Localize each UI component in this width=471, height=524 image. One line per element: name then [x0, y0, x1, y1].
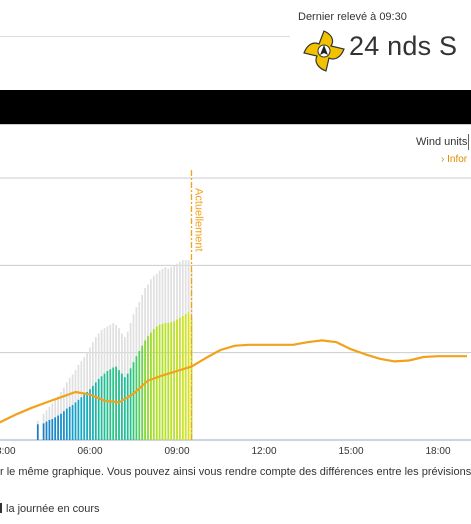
current-wind-value: 24 nds S: [349, 31, 458, 61]
wind-bar: [71, 405, 74, 440]
wind-bar: [94, 382, 97, 440]
wind-bar: [135, 356, 138, 440]
wind-bar: [48, 419, 51, 440]
x-tick-label: 03:00: [0, 446, 16, 457]
wind-bar: [103, 373, 106, 440]
wind-bar: [123, 377, 126, 440]
info-link[interactable]: › Infor: [441, 154, 468, 165]
wind-bars: [36, 312, 193, 440]
chart-grid: [0, 177, 471, 441]
wind-bar: [68, 406, 71, 440]
wind-bar: [129, 368, 132, 440]
legend-item-current-day: la journée en cours: [0, 503, 100, 515]
wind-bar: [181, 315, 184, 440]
wind-bar: [150, 332, 152, 440]
wind-bar: [83, 394, 86, 440]
header-divider: [0, 36, 290, 37]
wind-direction-icon: [303, 30, 345, 72]
wind-bar: [184, 314, 187, 440]
wind-bar: [167, 322, 170, 440]
wind-bar: [158, 324, 161, 440]
x-tick-label: 12:00: [251, 446, 276, 457]
wind-bar: [63, 411, 65, 440]
wind-bar: [173, 321, 175, 440]
wind-bar: [115, 366, 117, 440]
wind-bar: [36, 424, 39, 440]
x-axis-ticks: 03:00 06:00 09:00 12:00 15:00 18:00: [0, 446, 451, 457]
wind-bar: [187, 312, 190, 440]
wind-bar: [138, 350, 141, 440]
wind-bar: [118, 370, 120, 440]
wind-bar: [161, 323, 164, 440]
last-reading-time: Dernier relevé à 09:30: [298, 11, 407, 23]
x-tick-label: 09:00: [164, 446, 189, 457]
wind-bar: [109, 369, 112, 440]
wind-bar: [164, 322, 167, 440]
wind-bar: [42, 423, 45, 440]
legend-swatch: [0, 503, 2, 513]
wind-bar: [112, 367, 115, 440]
wind-bar: [86, 391, 88, 440]
section-divider: [0, 124, 471, 125]
wind-bar: [155, 326, 158, 440]
wind-bar: [144, 340, 146, 440]
wind-bar: [100, 376, 103, 440]
wind-bar: [106, 371, 109, 440]
legend-item-label: la journée en cours: [6, 503, 100, 515]
wind-bar: [147, 336, 149, 440]
wind-chart: Actuellement 03:00 06:00 09:00 12:00 15:00 18…: [0, 170, 471, 457]
wind-bar: [80, 397, 83, 440]
wind-direction-arrow: [320, 45, 328, 55]
x-tick-label: 15:00: [338, 446, 363, 457]
wind-bar: [45, 421, 48, 440]
wind-bar: [77, 399, 80, 440]
wind-bar: [54, 417, 57, 440]
wind-units-selector[interactable]: [468, 134, 469, 150]
x-tick-label: 06:00: [77, 446, 102, 457]
wind-bar: [60, 413, 62, 440]
wind-bar: [97, 378, 100, 440]
navigation-bar: [0, 90, 471, 124]
wind-bar: [141, 345, 144, 440]
wind-bar: [132, 362, 135, 440]
wind-bar: [51, 419, 54, 440]
wind-bar: [179, 317, 181, 440]
wind-bar: [121, 373, 123, 440]
wind-bar: [74, 402, 77, 440]
x-tick-label: 18:00: [425, 446, 450, 457]
wind-bar: [57, 415, 59, 440]
wind-bar: [89, 389, 91, 440]
wind-bar: [65, 408, 68, 440]
forecast-line: [0, 339, 467, 424]
wind-bar: [126, 373, 129, 440]
wind-units-label: Wind units: [416, 136, 468, 148]
wind-bar: [92, 385, 94, 440]
chart-caption: r le même graphique. Vous pouvez ainsi v…: [0, 466, 471, 478]
wind-bar: [152, 329, 155, 440]
now-marker-label: Actuellement: [193, 188, 205, 252]
wind-bar: [170, 322, 173, 440]
wind-bar: [176, 319, 178, 440]
